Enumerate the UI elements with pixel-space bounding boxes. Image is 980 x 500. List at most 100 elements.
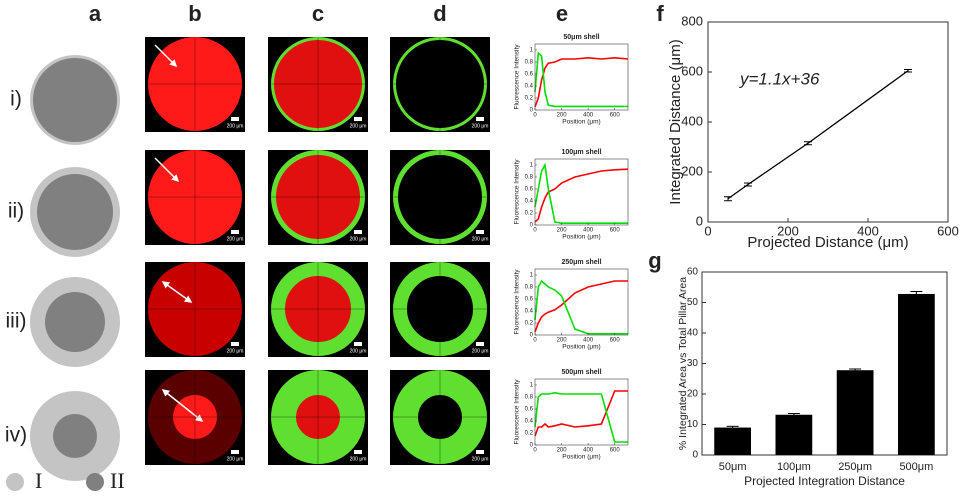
axes-frame [534, 158, 629, 226]
y-tick-label: 40 [687, 328, 699, 339]
scale-bar-label: 200 μm [227, 236, 244, 242]
x-tick-label: 400 [857, 223, 879, 238]
legend-label: I [35, 468, 42, 493]
x-tick-label: 600 [610, 228, 621, 234]
legend-label: II [110, 468, 125, 493]
y-tick-label: 200 [681, 163, 703, 178]
scale-bar [476, 230, 484, 234]
x-tick-label: 250μm [838, 461, 872, 473]
x-axis-label: Projected Integration Distance [744, 474, 905, 488]
bar [714, 427, 751, 455]
scale-bar-label: 200 μm [472, 348, 489, 354]
scale-bar [231, 450, 239, 454]
y-tick-label: 0.8 [525, 395, 534, 401]
x-tick-label: 100μm [777, 461, 811, 473]
arrow [161, 281, 193, 303]
panel-label: a [89, 1, 102, 26]
shell-inner [33, 58, 117, 142]
x-axis-label: Position (μm) [562, 234, 600, 241]
chart-title: 250μm shell [561, 259, 601, 266]
x-tick-label: 600 [610, 113, 621, 119]
y-axis-label: Fluorescence Intensity [514, 44, 521, 110]
x-axis-label: Projected Distance (μm) [747, 234, 908, 251]
scale-bar [231, 117, 239, 121]
x-tick-label: 500μm [899, 461, 933, 473]
green-ring [271, 262, 365, 356]
y-tick-label: 0.4 [525, 419, 534, 425]
green-ring [393, 370, 487, 464]
scale-bar-label: 200 μm [227, 456, 244, 462]
scale-bar-label: 200 μm [472, 456, 489, 462]
line [534, 280, 628, 333]
y-tick-label: 1 [530, 48, 534, 54]
y-tick-label: 600 [681, 63, 703, 78]
annotation: y=1.1x+36 [739, 69, 820, 88]
x-tick-label: 50μm [719, 461, 747, 473]
error-bar [744, 182, 752, 187]
chart-title: 50μm shell [563, 34, 599, 41]
x-tick-label: 200 [557, 338, 568, 344]
y-tick-label: 0.4 [525, 84, 534, 90]
y-tick-label: 0 [692, 450, 698, 461]
scale-bar-label: 200 μm [227, 348, 244, 354]
error-bar [787, 413, 800, 416]
scale-bar [476, 342, 484, 346]
y-tick-label: 0.2 [525, 321, 534, 327]
x-tick-label: 200 [777, 223, 799, 238]
legend-swatch [86, 473, 104, 491]
x-tick-label: 200 [557, 448, 568, 454]
green-ring [271, 150, 365, 244]
line [534, 162, 628, 224]
line [534, 51, 628, 108]
y-tick-label: 400 [681, 113, 703, 128]
y-tick-label: 0 [530, 108, 534, 114]
y-tick-label: 0.2 [525, 96, 534, 102]
x-tick-label: 600 [937, 223, 959, 238]
scale-bar-label: 200 μm [472, 123, 489, 129]
scale-bar-label: 200 μm [350, 236, 367, 242]
x-tick-label: 400 [583, 228, 594, 234]
panel-label: d [433, 1, 446, 26]
row-label: iii) [6, 310, 27, 333]
chart-title: 500μm shell [561, 369, 601, 376]
y-tick-label: 0 [530, 443, 534, 449]
green-ring [393, 150, 487, 244]
scale-bar [231, 342, 239, 346]
y-tick-label: 1 [530, 163, 534, 169]
x-tick-label: 0 [533, 228, 537, 234]
shell-inner [37, 174, 113, 250]
y-tick-label: 1 [530, 383, 534, 389]
green-ring [271, 37, 365, 131]
x-tick-label: 400 [583, 338, 594, 344]
scale-bar [354, 342, 362, 346]
bar [836, 370, 874, 455]
y-tick-label: 0.8 [525, 175, 534, 181]
x-tick-label: 200 [557, 113, 568, 119]
y-tick-label: 50 [687, 297, 699, 308]
x-tick-label: 0 [533, 113, 537, 119]
line [534, 391, 628, 443]
fit-line [727, 70, 909, 200]
chart-title: 100μm shell [561, 149, 601, 156]
y-tick-label: 0.8 [525, 60, 534, 66]
error-bar [724, 196, 732, 202]
axes-frame [707, 21, 949, 223]
scale-bar-label: 200 μm [350, 348, 367, 354]
x-tick-label: 0 [533, 338, 537, 344]
x-tick-label: 600 [610, 448, 621, 454]
y-axis-label: Fluorescence Intensity [514, 379, 521, 445]
y-tick-label: 0.8 [525, 285, 534, 291]
row-label: ii) [8, 200, 24, 223]
y-tick-label: 0 [696, 213, 703, 228]
row-label: iv) [5, 424, 27, 447]
axes-frame [534, 268, 629, 336]
y-axis-label: Fluorescence Intensity [514, 159, 521, 225]
panel-label: b [188, 1, 201, 26]
scale-bar [354, 450, 362, 454]
x-axis-label: Position (μm) [562, 344, 600, 351]
y-tick-label: 0.6 [525, 187, 534, 193]
scale-bar [476, 450, 484, 454]
line [534, 279, 628, 335]
